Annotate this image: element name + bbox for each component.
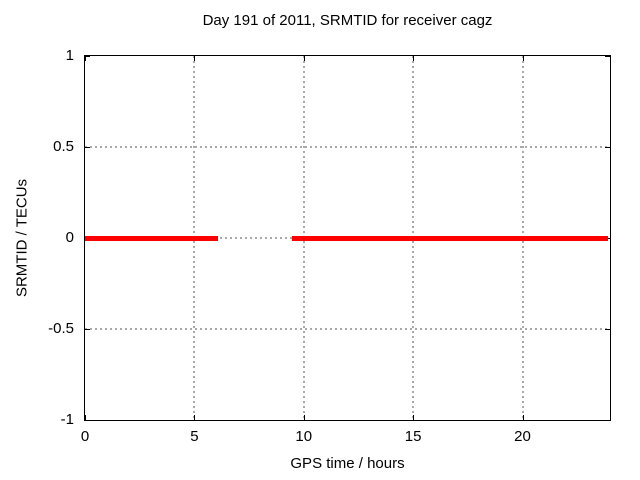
y-tick-mark-left	[85, 420, 90, 421]
series-segment	[85, 236, 219, 241]
x-tick-mark-bottom	[522, 415, 524, 420]
y-tick-label: -0.5	[48, 320, 74, 337]
x-tick-mark-top	[522, 56, 524, 61]
y-tick-mark-right	[605, 420, 610, 421]
gridline-horizontal-0.5	[85, 146, 610, 148]
y-tick-label: 0.5	[53, 138, 74, 155]
y-tick-label: -1	[60, 411, 74, 428]
y-tick-mark-right	[605, 147, 610, 148]
x-tick-mark-bottom	[303, 415, 305, 420]
x-tick-label: 5	[190, 428, 199, 445]
x-tick-label: 10	[295, 428, 313, 445]
x-axis-label: GPS time / hours	[290, 455, 405, 472]
x-tick-mark-bottom	[413, 415, 415, 420]
x-tick-mark-top	[413, 56, 415, 61]
x-tick-mark-top	[303, 56, 305, 61]
y-tick-label: 1	[65, 47, 74, 64]
y-tick-mark-left	[85, 147, 90, 148]
y-tick-mark-left	[85, 329, 90, 330]
x-tick-label: 20	[514, 428, 531, 445]
x-tick-mark-top	[194, 56, 196, 61]
y-tick-mark-right	[605, 329, 610, 330]
y-tick-label: 0	[65, 229, 74, 246]
x-tick-label: 15	[404, 428, 422, 445]
y-tick-mark-right	[605, 56, 610, 57]
series-segment	[291, 236, 608, 241]
x-tick-mark-top	[85, 56, 86, 61]
x-tick-label: 0	[80, 428, 90, 445]
x-tick-mark-bottom	[194, 415, 196, 420]
x-tick-mark-bottom	[85, 415, 86, 420]
y-tick-mark-left	[85, 56, 90, 57]
gridline-horizontal--0.5	[85, 328, 610, 330]
plot-area	[84, 55, 611, 421]
chart-title: Day 191 of 2011, SRMTID for receiver cag…	[202, 12, 493, 29]
